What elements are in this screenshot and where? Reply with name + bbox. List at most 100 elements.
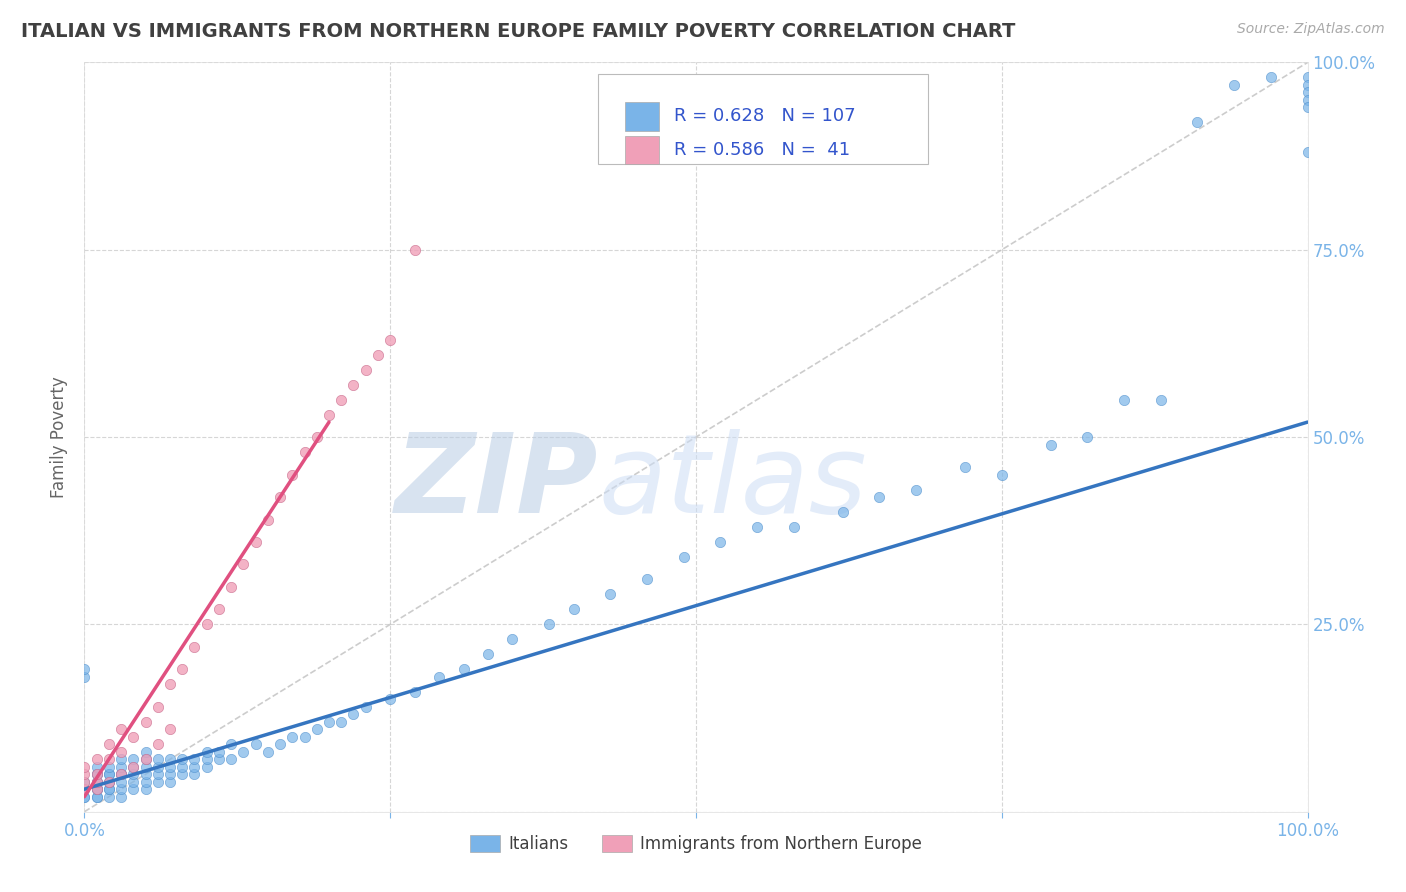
Point (146, 737, 169, 751)
Point (219, 580, 242, 594)
Point (122, 760, 145, 774)
Point (538, 617, 561, 632)
Point (97, 774, 120, 789)
Point (172, 760, 194, 774)
Point (146, 760, 169, 774)
Legend: Italians, Immigrants from Northern Europe: Italians, Immigrants from Northern Europ… (464, 828, 928, 860)
Point (86, 782, 108, 797)
Point (159, 677, 181, 691)
Point (1296, 70, 1319, 85)
Point (122, 782, 145, 797)
Point (183, 767, 205, 781)
Point (281, 730, 304, 744)
Point (1296, 78, 1319, 92)
Point (110, 789, 132, 804)
Point (172, 752, 194, 766)
Point (1296, 100, 1319, 114)
Point (159, 767, 181, 781)
FancyBboxPatch shape (598, 74, 928, 163)
Point (672, 549, 695, 564)
Point (110, 767, 132, 781)
Point (110, 745, 132, 759)
Point (269, 490, 291, 504)
Point (245, 535, 267, 549)
Point (135, 714, 157, 729)
Point (86, 774, 108, 789)
Point (380, 333, 402, 347)
Point (159, 774, 181, 789)
Point (135, 774, 157, 789)
Point (73, 774, 96, 789)
Point (342, 377, 364, 392)
Point (453, 662, 475, 676)
Point (342, 707, 364, 722)
Point (869, 490, 891, 504)
Point (86, 782, 108, 797)
Point (380, 692, 402, 706)
Point (1223, 78, 1246, 92)
FancyBboxPatch shape (626, 103, 659, 130)
Point (110, 782, 132, 797)
Point (195, 760, 218, 774)
Point (86, 782, 108, 797)
Point (905, 483, 928, 497)
Point (73, 767, 96, 781)
Point (73, 774, 96, 789)
Point (86, 752, 108, 766)
Point (86, 789, 108, 804)
Point (562, 602, 585, 616)
Point (208, 752, 231, 766)
Point (219, 752, 242, 766)
Point (122, 730, 145, 744)
Point (831, 505, 853, 519)
Point (122, 767, 145, 781)
Point (110, 767, 132, 781)
Point (404, 685, 426, 699)
Point (135, 752, 157, 766)
Point (991, 467, 1014, 482)
Point (122, 752, 145, 766)
Point (1187, 115, 1209, 129)
Point (195, 752, 218, 766)
Point (86, 774, 108, 789)
Point (86, 760, 108, 774)
Point (97, 782, 120, 797)
Point (97, 737, 120, 751)
Point (208, 745, 231, 759)
Point (97, 789, 120, 804)
Point (86, 774, 108, 789)
Point (354, 362, 377, 376)
Point (1114, 392, 1136, 407)
Point (86, 767, 108, 781)
Point (427, 670, 450, 684)
Point (1296, 86, 1319, 100)
Point (122, 760, 145, 774)
Point (232, 558, 254, 572)
Point (86, 767, 108, 781)
Point (159, 723, 181, 737)
Point (146, 699, 169, 714)
Point (502, 632, 524, 647)
Point (135, 752, 157, 766)
Point (281, 467, 304, 482)
Text: Source: ZipAtlas.com: Source: ZipAtlas.com (1237, 22, 1385, 37)
Point (747, 520, 769, 534)
Point (183, 640, 205, 654)
Text: ZIP: ZIP (395, 428, 598, 535)
Point (172, 662, 194, 676)
Point (122, 774, 145, 789)
Point (110, 774, 132, 789)
Point (318, 408, 340, 422)
Point (953, 460, 976, 475)
Point (1296, 93, 1319, 107)
Point (135, 782, 157, 797)
Text: R = 0.586   N =  41: R = 0.586 N = 41 (673, 141, 851, 159)
Point (269, 737, 291, 751)
Point (599, 587, 621, 601)
Point (86, 782, 108, 797)
Point (135, 745, 157, 759)
Point (330, 714, 353, 729)
Point (305, 723, 328, 737)
Point (73, 782, 96, 797)
Point (73, 760, 96, 774)
